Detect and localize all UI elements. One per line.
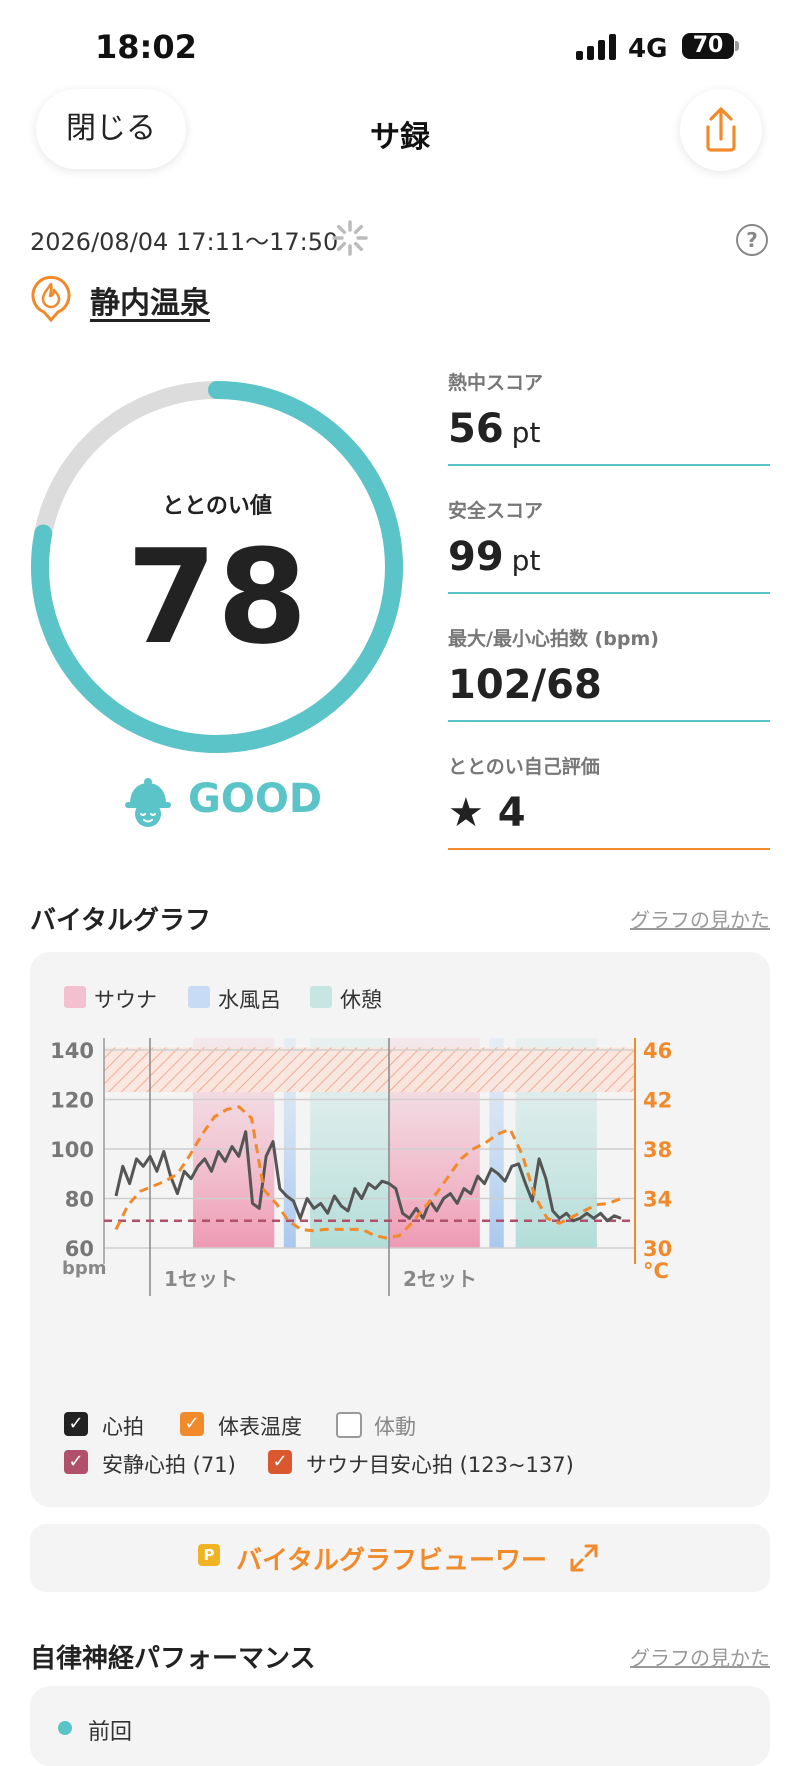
legend-swatch-rest bbox=[310, 986, 332, 1008]
session-datetime: 2026/08/04 17:11～17:50 bbox=[30, 228, 339, 256]
rating-text: GOOD bbox=[188, 776, 323, 822]
heart-rate-label: 最大/最小心拍数 (bpm) bbox=[448, 628, 659, 650]
self-rating-value: ★ 4 bbox=[448, 790, 526, 836]
divider bbox=[448, 848, 770, 850]
facility-name-link[interactable]: 静内温泉 bbox=[90, 286, 210, 321]
totonoi-label: ととのい値 bbox=[162, 494, 272, 519]
target-hr-checkbox[interactable]: ✓ bbox=[268, 1450, 292, 1474]
legend-prev: 前回 bbox=[88, 1720, 133, 1745]
temp-checkbox-label: 体表温度 bbox=[218, 1415, 302, 1439]
performance-card bbox=[30, 1686, 770, 1766]
expand-icon bbox=[570, 1544, 598, 1572]
target-hr-checkbox-label: サウナ目安心拍 (123~137) bbox=[306, 1453, 574, 1477]
performance-title: 自律神経パフォーマンス bbox=[30, 1644, 316, 1674]
vital-graph-viewer-button[interactable] bbox=[30, 1524, 770, 1592]
hr-checkbox[interactable]: ✓ bbox=[64, 1412, 88, 1436]
legend-swatch-cold bbox=[188, 986, 210, 1008]
legend-sauna: サウナ bbox=[94, 988, 157, 1012]
legend-cold: 水風呂 bbox=[218, 988, 281, 1012]
battery-cap bbox=[735, 41, 739, 51]
premium-badge: P bbox=[198, 1544, 220, 1566]
set-label: 1セット bbox=[164, 1267, 238, 1291]
divider bbox=[448, 592, 770, 594]
y-right-unit: °C bbox=[643, 1259, 669, 1283]
legend-swatch-sauna bbox=[64, 986, 86, 1008]
y-right-tick: 38 bbox=[643, 1138, 672, 1162]
loading-icon bbox=[332, 220, 368, 256]
vital-graph-title: バイタルグラフ bbox=[30, 906, 211, 936]
share-icon bbox=[706, 107, 736, 152]
heat-score-value: 56 pt bbox=[448, 406, 541, 452]
page-title: サ録 bbox=[370, 120, 430, 155]
y-left-tick: 140 bbox=[50, 1039, 94, 1063]
legend-prev-dot bbox=[58, 1721, 72, 1735]
viewer-label: バイタルグラフビューワー bbox=[236, 1546, 547, 1576]
share-button[interactable] bbox=[680, 89, 762, 171]
y-right-tick: 42 bbox=[643, 1089, 672, 1113]
self-rating-label: ととのい自己評価 bbox=[448, 756, 600, 778]
totonoi-value: 78 bbox=[126, 521, 308, 673]
close-button[interactable]: 閉じる bbox=[36, 89, 186, 169]
series-line-heart-rate bbox=[114, 1130, 622, 1223]
series-line-skin-temp bbox=[114, 1105, 622, 1240]
rest-hr-checkbox-label: 安静心拍 (71) bbox=[102, 1453, 236, 1477]
battery-icon: 70 bbox=[682, 33, 734, 59]
heart-rate-value: 102/68 bbox=[448, 662, 602, 708]
sauna-fire-icon bbox=[31, 275, 71, 323]
y-right-tick: 46 bbox=[643, 1039, 672, 1063]
rest-hr-checkbox[interactable]: ✓ bbox=[64, 1450, 88, 1474]
vital-chart: 140 120 100 80 60 46 42 38 34 30 bpm °C 1セット 2セット bbox=[50, 1038, 672, 1296]
star-icon: ★ bbox=[448, 790, 484, 836]
y-right-tick: 30 bbox=[643, 1237, 672, 1261]
legend-rest: 休憩 bbox=[340, 988, 382, 1012]
network-type: 4G bbox=[628, 34, 668, 64]
phase-cold bbox=[283, 1038, 296, 1248]
target-hr-zone bbox=[104, 1047, 635, 1093]
set-label: 2セット bbox=[403, 1267, 477, 1291]
y-left-tick: 60 bbox=[65, 1237, 94, 1261]
y-left-unit: bpm bbox=[62, 1258, 107, 1279]
help-icon[interactable]: ? bbox=[736, 224, 768, 256]
motion-checkbox[interactable] bbox=[336, 1412, 362, 1438]
signal-icon bbox=[576, 32, 618, 60]
y-left-tick: 80 bbox=[65, 1188, 94, 1212]
safety-score-label: 安全スコア bbox=[448, 500, 544, 522]
divider bbox=[448, 720, 770, 722]
y-left-tick: 100 bbox=[50, 1138, 94, 1162]
totonoi-gauge bbox=[31, 381, 403, 753]
status-time: 18:02 bbox=[95, 28, 197, 66]
performance-help-link[interactable]: グラフの見かた bbox=[630, 1646, 770, 1670]
motion-checkbox-label: 体動 bbox=[374, 1415, 416, 1439]
gauge-progress-arc bbox=[31, 381, 403, 753]
y-right-tick: 34 bbox=[643, 1188, 672, 1212]
y-left-tick: 120 bbox=[50, 1089, 94, 1113]
vital-help-link[interactable]: グラフの見かた bbox=[630, 908, 770, 932]
temp-checkbox[interactable]: ✓ bbox=[180, 1412, 204, 1436]
divider bbox=[448, 464, 770, 466]
safety-score-value: 99 pt bbox=[448, 534, 541, 580]
heat-score-label: 熱中スコア bbox=[448, 372, 544, 394]
sauna-hat-icon bbox=[125, 778, 171, 827]
hr-checkbox-label: 心拍 bbox=[102, 1415, 144, 1439]
